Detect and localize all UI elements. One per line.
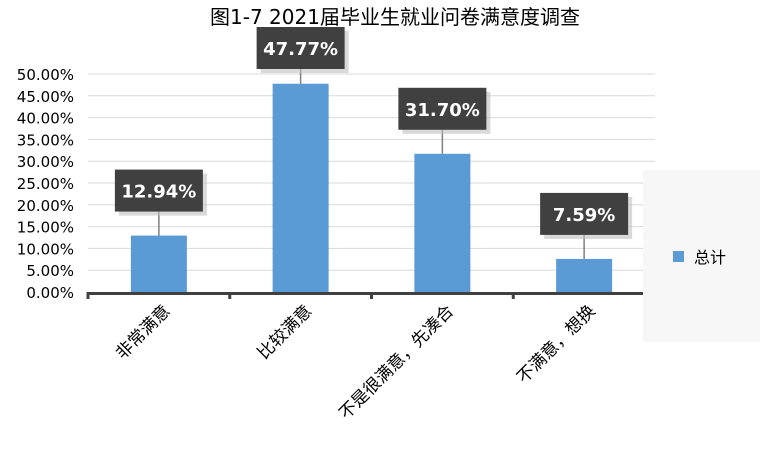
y-tick-label: 35.00% <box>17 131 74 149</box>
x-tick-label: 不满意，想换 <box>513 301 599 387</box>
bars <box>130 83 613 292</box>
y-tick-label: 5.00% <box>26 262 74 280</box>
data-label: 12.94% <box>121 182 196 203</box>
legend-swatch <box>673 251 684 262</box>
data-label-box <box>398 87 487 130</box>
y-tick-label: 25.00% <box>17 175 74 193</box>
y-tick-label: 50.00% <box>17 66 74 84</box>
y-tick-label: 0.00% <box>26 284 74 302</box>
x-tick-label: 非常满意 <box>112 301 174 363</box>
y-tick-label: 10.00% <box>17 240 74 258</box>
y-tick-label: 40.00% <box>17 110 74 128</box>
chart-title: 图1-7 2021届毕业生就业问卷满意度调查 <box>210 5 580 29</box>
data-label-box <box>114 169 203 212</box>
legend: 总计 <box>643 170 760 342</box>
x-axis <box>86 292 657 299</box>
x-tick-label: 比较满意 <box>254 301 316 363</box>
legend-label: 总计 <box>694 248 726 267</box>
data-label: 47.77% <box>263 39 338 60</box>
data-label: 31.70% <box>405 100 480 121</box>
y-tick-label: 45.00% <box>17 88 74 106</box>
y-axis-ticks: 0.00% 5.00% 10.00% 15.00% 20.00% 25.00% 30.00%… <box>17 66 74 302</box>
bar <box>414 153 471 292</box>
data-label-box <box>256 27 345 69</box>
data-labels: 12.94% 47.77% 31.70% 7.59% <box>114 27 633 259</box>
data-label-box <box>540 192 629 235</box>
x-axis-labels: 非常满意 比较满意 不是很满意，先凑合 不满意，想换 <box>112 301 599 423</box>
y-tick-label: 30.00% <box>17 153 74 171</box>
bar <box>130 235 187 292</box>
bar <box>272 83 329 292</box>
x-tick-label: 不是很满意，先凑合 <box>336 301 458 423</box>
data-label: 7.59% <box>553 205 615 226</box>
y-tick-label: 20.00% <box>17 197 74 215</box>
y-tick-label: 15.00% <box>17 219 74 237</box>
bar <box>556 258 613 292</box>
legend-panel <box>643 170 760 342</box>
